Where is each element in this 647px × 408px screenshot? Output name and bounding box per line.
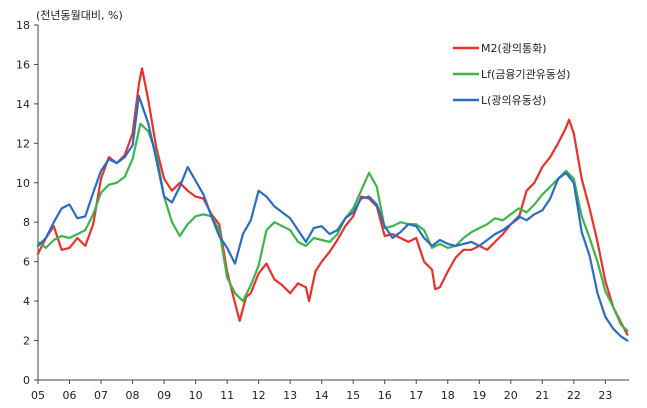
legend-label: M2(광의통화): [481, 42, 547, 55]
x-tick-label: 15: [346, 389, 360, 402]
x-tick-label: 16: [378, 389, 392, 402]
x-tick-label: 21: [535, 389, 549, 402]
x-tick-label: 11: [220, 389, 234, 402]
x-tick-label: 23: [598, 389, 612, 402]
x-axis-ticks: 05 06 07 08 09 10 11 12 13 14 15 16 17 18 19 20 21 22 23: [31, 380, 612, 402]
y-tick-label: 6: [23, 256, 30, 269]
y-tick-label: 4: [23, 295, 30, 308]
y-tick-label: 18: [16, 19, 30, 32]
x-tick-label: 08: [126, 389, 140, 402]
unit-label: (전년동월대비, %): [36, 9, 123, 22]
series-lines: [36, 67, 629, 342]
series-line-1: [36, 122, 629, 332]
y-tick-label: 16: [16, 58, 30, 71]
y-tick-label: 8: [23, 216, 30, 229]
x-tick-label: 06: [63, 389, 77, 402]
x-tick-label: 17: [409, 389, 423, 402]
x-tick-label: 20: [504, 389, 518, 402]
y-axis-ticks: 0 2 4 6 8 10 12 14 16 18: [16, 19, 38, 387]
x-tick-label: 22: [567, 389, 581, 402]
y-tick-label: 14: [16, 98, 30, 111]
series-line-2: [36, 94, 629, 342]
legend-label: L(광의유동성): [481, 94, 546, 107]
x-tick-label: 13: [283, 389, 297, 402]
y-tick-label: 0: [23, 374, 30, 387]
x-tick-label: 05: [31, 389, 45, 402]
x-tick-label: 07: [94, 389, 108, 402]
x-tick-label: 18: [441, 389, 455, 402]
legend: M2(광의통화) Lf(금융기관유동성) L(광의유동성): [453, 42, 570, 107]
x-tick-label: 09: [157, 389, 171, 402]
series-line-0: [36, 67, 629, 336]
x-tick-label: 12: [252, 389, 266, 402]
axes: [37, 25, 629, 381]
legend-label: Lf(금융기관유동성): [481, 68, 570, 81]
x-tick-label: 19: [472, 389, 486, 402]
y-tick-label: 12: [16, 137, 30, 150]
x-tick-label: 14: [315, 389, 329, 402]
y-tick-label: 10: [16, 177, 30, 190]
y-tick-label: 2: [23, 335, 30, 348]
x-tick-label: 10: [189, 389, 203, 402]
